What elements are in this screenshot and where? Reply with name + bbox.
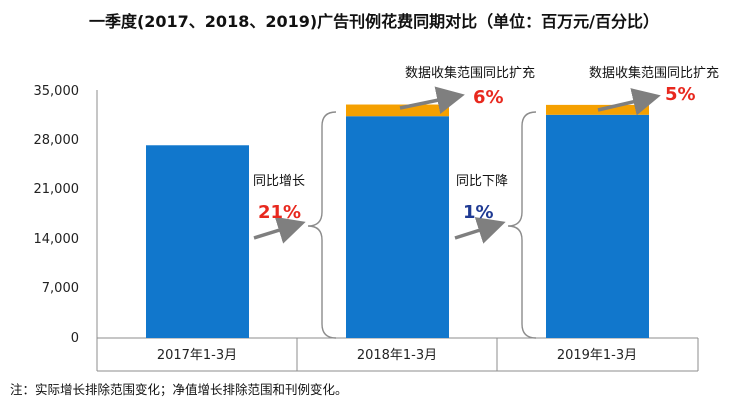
y-tick-label: 7,000 (42, 281, 79, 296)
y-tick-label: 28,000 (34, 133, 80, 148)
chart-title: 一季度(2017、2018、2019)广告刊例花费同期对比（单位：百万元/百分比… (89, 12, 659, 31)
decline-arrow (454, 217, 506, 244)
bar-2018-base (346, 116, 449, 339)
x-category-label: 2019年1-3月 (557, 348, 637, 363)
scope-arrow-2018 (399, 86, 465, 114)
decline-label: 同比下降 (456, 174, 508, 189)
bar-2019-scope-extension (546, 104, 649, 115)
brace-2018 (307, 111, 337, 339)
scope-arrow-2019 (597, 88, 661, 116)
growth-arrow (253, 216, 306, 244)
y-tick-label: 21,000 (34, 182, 80, 197)
decline-percent: 1% (463, 202, 494, 223)
x-category-label: 2018年1-3月 (357, 348, 437, 363)
footnote: 注：实际增长排除范围变化；净值增长排除范围和刊例变化。 (10, 382, 348, 397)
scope-label-2019: 数据收集范围同比扩充 (589, 65, 719, 81)
scope-percent-2018: 6% (473, 87, 504, 108)
y-tick-label: 14,000 (34, 232, 80, 247)
bar-2017-base (146, 145, 249, 338)
y-tick-label: 35,000 (34, 84, 80, 99)
scope-percent-2019: 5% (665, 84, 696, 105)
growth-label: 同比增长 (253, 174, 305, 189)
scope-label-2018: 数据收集范围同比扩充 (405, 65, 535, 81)
bar-2019-base (546, 114, 649, 338)
growth-percent: 21% (258, 202, 301, 223)
brace-2019 (507, 111, 537, 339)
y-tick-label: 0 (71, 331, 79, 346)
bar-2018-scope-extension (346, 104, 449, 117)
x-category-label: 2017年1-3月 (157, 348, 237, 363)
